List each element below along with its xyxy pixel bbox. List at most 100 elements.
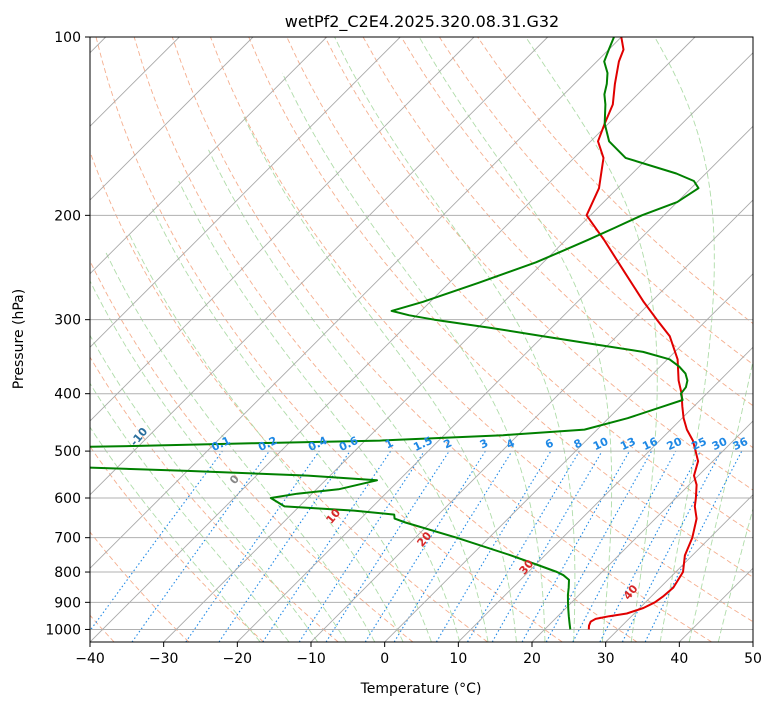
mixing-ratio-label: 16	[640, 435, 660, 453]
mixing-ratio-label: 20	[665, 435, 685, 453]
isotherm-line	[90, 37, 328, 275]
dry-adiabat-line	[90, 445, 264, 642]
dry-adiabat-line	[324, 37, 753, 491]
moist-adiabat-line	[654, 37, 715, 642]
mixing-ratio-line	[262, 450, 392, 642]
mixing-ratio-label: 3	[478, 436, 490, 451]
mixing-ratio-label: 6	[543, 436, 556, 451]
isotherm-line	[90, 37, 475, 422]
dry-adiabat-label: 40	[621, 582, 641, 602]
moist-adiabat-line	[334, 37, 576, 642]
isotherm-line	[384, 273, 753, 642]
mixing-ratio-label: 4	[504, 436, 517, 451]
dry-adiabat-line	[171, 37, 712, 642]
mixing-ratio-line	[572, 450, 677, 642]
dry-adiabat-label: 30	[517, 557, 537, 577]
mixing-ratio-line	[393, 450, 513, 642]
moist-adiabat-line	[90, 382, 290, 642]
y-tick-label: 300	[54, 313, 81, 329]
dry-adiabat-line	[248, 37, 753, 578]
mixing-ratio-line	[545, 450, 653, 642]
y-tick-label: 800	[54, 565, 81, 581]
x-axis-label: Temperature (°C)	[360, 681, 482, 697]
dry-adiabat-label: 0	[227, 472, 242, 486]
mixing-ratio-line	[90, 450, 223, 632]
isotherm-line	[90, 37, 549, 496]
mixing-ratio-label: 2	[442, 436, 454, 451]
isotherm-line	[752, 641, 753, 642]
x-tick-label: 10	[449, 651, 467, 667]
grid-lines	[90, 37, 753, 642]
isotherm-line	[90, 37, 254, 201]
x-axis-ticks: −40 −30 −20 −10 0 10 20 30 40 50	[75, 642, 762, 667]
mixing-ratio-line	[218, 450, 351, 642]
mixing-ratio-label: 36	[731, 435, 751, 453]
mixing-ratio-line	[185, 450, 320, 642]
dry-adiabat-line	[90, 259, 414, 642]
dry-adiabat-line	[133, 37, 638, 642]
isotherm-line	[236, 125, 753, 642]
moist-adiabat-line	[90, 426, 261, 642]
mixing-ratio-line	[131, 450, 270, 642]
isotherm-line	[457, 346, 753, 642]
x-tick-label: −20	[223, 651, 253, 667]
x-tick-label: −40	[75, 651, 105, 667]
series-layer	[90, 37, 700, 630]
dry-adiabat-line	[95, 37, 563, 642]
isotherm-line	[678, 567, 753, 642]
plot-frame	[89, 36, 754, 643]
dewpoint-profile-line	[90, 37, 700, 630]
moist-adiabat-line	[242, 114, 517, 642]
dry-adiabat-line	[90, 150, 488, 642]
isotherm-line	[90, 37, 622, 569]
moist-adiabat-line	[90, 279, 347, 642]
y-tick-label: 200	[54, 208, 81, 224]
moist-adiabat-line	[104, 251, 376, 642]
mixing-ratio-line	[298, 450, 425, 642]
moist-adiabat-line	[688, 359, 753, 642]
mixing-ratio-line	[325, 450, 450, 642]
x-tick-label: 30	[597, 651, 615, 667]
moist-adiabat-line	[128, 233, 404, 642]
moist-adiabat-line	[208, 149, 489, 642]
isotherm-line	[605, 494, 753, 642]
y-axis-ticks: 100 200 300 400 500 600 700 800 900 1000	[45, 30, 90, 638]
mixing-ratio-label: 25	[689, 435, 708, 453]
mixing-ratio-line	[621, 450, 722, 642]
y-tick-label: 700	[54, 531, 81, 547]
chart-title: wetPf2_C2E4.2025.320.08.31.G32	[285, 12, 559, 32]
dry-adiabat-line	[90, 356, 339, 642]
isotherm-line	[90, 37, 401, 348]
isotherm-line	[163, 52, 753, 642]
y-tick-label: 900	[54, 595, 81, 611]
y-tick-label: 400	[54, 387, 81, 403]
isotherm-line	[310, 199, 753, 642]
mixing-ratio-line	[644, 450, 743, 642]
moist-adiabat-line	[178, 180, 461, 642]
mixing-ratio-line	[521, 450, 630, 642]
x-tick-label: 40	[670, 651, 688, 667]
background-lines	[90, 37, 753, 642]
dry-adiabat-line	[439, 37, 753, 365]
mixing-ratio-line	[435, 450, 552, 642]
temperature-profile-line	[585, 37, 700, 630]
background-line-labels: 0.10.20.40.611.52346810131620253036-100-…	[128, 425, 751, 603]
x-tick-label: 50	[744, 651, 762, 667]
y-tick-label: 1000	[45, 622, 81, 638]
x-tick-label: −10	[296, 651, 326, 667]
moist-adiabat-line	[525, 37, 658, 642]
mixing-ratio-label: 30	[710, 435, 730, 453]
x-tick-label: 20	[523, 651, 541, 667]
x-tick-label: −30	[149, 651, 179, 667]
dry-adiabat-line	[210, 37, 753, 623]
dry-adiabat-line	[90, 531, 190, 642]
dry-adiabat-line	[400, 37, 753, 407]
moist-adiabat-line	[281, 72, 546, 642]
x-tick-label: 0	[380, 651, 389, 667]
mixing-ratio-label: 1	[383, 436, 395, 451]
y-tick-label: 100	[54, 30, 81, 46]
dry-adiabat-label: 20	[415, 529, 435, 549]
mixing-ratio-label: 10	[591, 435, 611, 453]
dry-adiabat-line	[477, 37, 753, 325]
